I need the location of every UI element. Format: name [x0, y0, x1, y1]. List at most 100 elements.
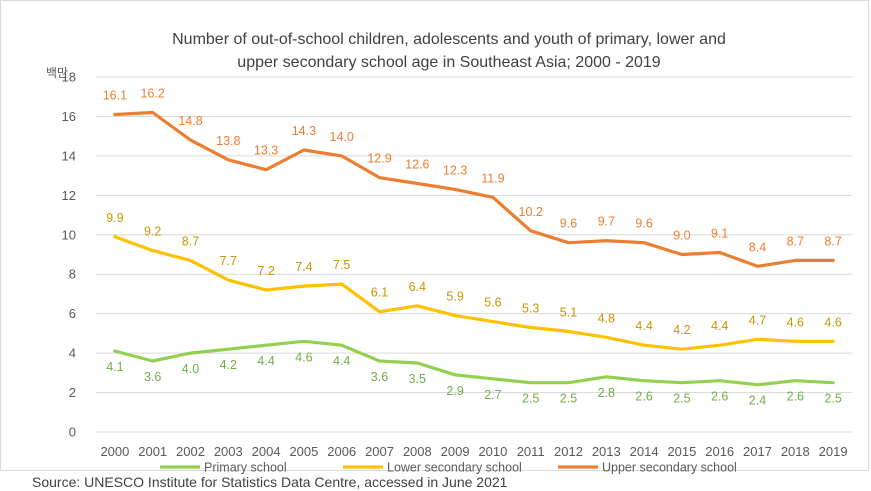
- x-tick-label: 2004: [252, 444, 281, 459]
- series-line-0: [113, 339, 835, 387]
- data-label: 7.4: [295, 260, 312, 274]
- legend: Primary school Lower secondary school Uppe…: [160, 461, 737, 475]
- data-label: 8.4: [749, 240, 766, 254]
- x-tick-label: 2019: [819, 444, 848, 459]
- series-lines: [113, 110, 835, 387]
- x-tick-label: 2013: [592, 444, 621, 459]
- data-label: 5.6: [484, 296, 501, 310]
- data-label: 4.0: [182, 362, 199, 376]
- y-tick-label: 2: [69, 385, 76, 400]
- data-label: 9.9: [106, 211, 123, 225]
- data-label: 4.2: [220, 358, 237, 372]
- data-label: 6.1: [371, 286, 388, 300]
- y-tick-label: 18: [62, 70, 76, 85]
- x-axis-tick-labels: 2000 2001 2002 2003 2004 2005 2006 2007 2008 2009…: [100, 444, 847, 459]
- data-label: 2.5: [522, 392, 539, 406]
- data-label: 4.6: [295, 350, 312, 364]
- data-label: 3.6: [371, 370, 388, 384]
- data-label: 2.5: [673, 392, 690, 406]
- data-label: 2.5: [824, 392, 841, 406]
- data-label: 12.9: [367, 152, 391, 166]
- data-label: 13.8: [216, 134, 240, 148]
- x-tick-label: 2009: [441, 444, 470, 459]
- data-label: 2.6: [787, 390, 804, 404]
- data-label: 9.6: [560, 217, 577, 231]
- data-label: 4.4: [635, 319, 652, 333]
- data-label: 4.6: [824, 315, 841, 329]
- y-tick-label: 0: [69, 425, 76, 440]
- chart-border: [0, 0, 869, 471]
- data-label: 9.2: [144, 225, 161, 239]
- legend-label: Lower secondary school: [387, 461, 522, 475]
- y-tick-label: 10: [62, 227, 76, 242]
- x-tick-label: 2000: [100, 444, 129, 459]
- series-line-2: [113, 110, 835, 268]
- data-label: 10.2: [519, 205, 543, 219]
- data-label: 8.7: [787, 234, 804, 248]
- x-tick-label: 2007: [365, 444, 394, 459]
- x-tick-label: 2014: [630, 444, 659, 459]
- data-label: 9.7: [598, 215, 615, 229]
- data-label: 7.7: [220, 254, 237, 268]
- y-tick-label: 4: [69, 346, 76, 361]
- data-label: 14.3: [292, 124, 316, 138]
- x-tick-label: 2016: [705, 444, 734, 459]
- data-label: 7.5: [333, 258, 350, 272]
- data-label: 16.1: [103, 88, 127, 102]
- x-tick-label: 2005: [289, 444, 318, 459]
- x-tick-label: 2002: [176, 444, 205, 459]
- chart-title-line2: upper secondary school age in Southeast …: [237, 54, 661, 71]
- data-label: 8.7: [182, 234, 199, 248]
- x-tick-label: 2012: [554, 444, 583, 459]
- data-label: 2.8: [598, 386, 615, 400]
- data-label: 2.6: [635, 390, 652, 404]
- y-axis-tick-labels: 0 2 4 6 8 10 12 14 16 18: [62, 70, 76, 440]
- data-label: 2.5: [560, 392, 577, 406]
- data-label: 2.6: [711, 390, 728, 404]
- data-label: 6.4: [409, 280, 426, 294]
- data-label: 4.4: [257, 354, 274, 368]
- chart-title-line1: Number of out-of-school children, adoles…: [172, 31, 726, 48]
- source-note: Source: UNESCO Institute for Statistics …: [32, 474, 508, 490]
- x-tick-label: 2001: [138, 444, 167, 459]
- data-label: 9.0: [673, 229, 690, 243]
- data-label: 5.9: [446, 290, 463, 304]
- data-label: 4.1: [106, 360, 123, 374]
- data-label: 4.4: [333, 354, 350, 368]
- y-tick-label: 16: [62, 109, 76, 124]
- data-label: 12.6: [405, 158, 429, 172]
- y-tick-label: 6: [69, 306, 76, 321]
- data-label: 2.7: [484, 388, 501, 402]
- data-label: 16.2: [141, 87, 165, 101]
- data-label: 2.4: [749, 394, 766, 408]
- data-label: 14.8: [178, 114, 202, 128]
- series-line-1: [113, 235, 835, 351]
- data-label: 11.9: [481, 171, 504, 185]
- y-axis-unit: 백만: [46, 66, 68, 80]
- x-tick-label: 2006: [327, 444, 356, 459]
- data-label: 5.1: [560, 305, 577, 319]
- data-label: 4.2: [673, 323, 690, 337]
- data-label: 13.3: [254, 144, 278, 158]
- x-tick-label: 2003: [214, 444, 243, 459]
- legend-label: Upper secondary school: [602, 461, 737, 475]
- data-labels: 4.1 3.6 4.0 4.2 4.4 4.6 4.4 3.6 3.5 2.9 2.7 2.5 2.5 2…: [103, 87, 842, 408]
- data-label: 3.5: [409, 372, 426, 386]
- data-label: 12.3: [443, 163, 467, 177]
- x-tick-label: 2015: [667, 444, 696, 459]
- data-label: 8.7: [824, 234, 841, 248]
- data-label: 9.6: [635, 217, 652, 231]
- x-tick-label: 2011: [517, 444, 545, 459]
- y-tick-label: 12: [62, 188, 76, 203]
- data-label: 4.7: [749, 313, 766, 327]
- x-tick-label: 2008: [403, 444, 432, 459]
- legend-label: Primary school: [204, 461, 287, 475]
- data-label: 9.1: [711, 227, 728, 241]
- x-tick-label: 2018: [781, 444, 810, 459]
- data-label: 7.2: [257, 264, 274, 278]
- data-label: 3.6: [144, 370, 161, 384]
- data-label: 4.4: [711, 319, 728, 333]
- x-tick-label: 2017: [743, 444, 772, 459]
